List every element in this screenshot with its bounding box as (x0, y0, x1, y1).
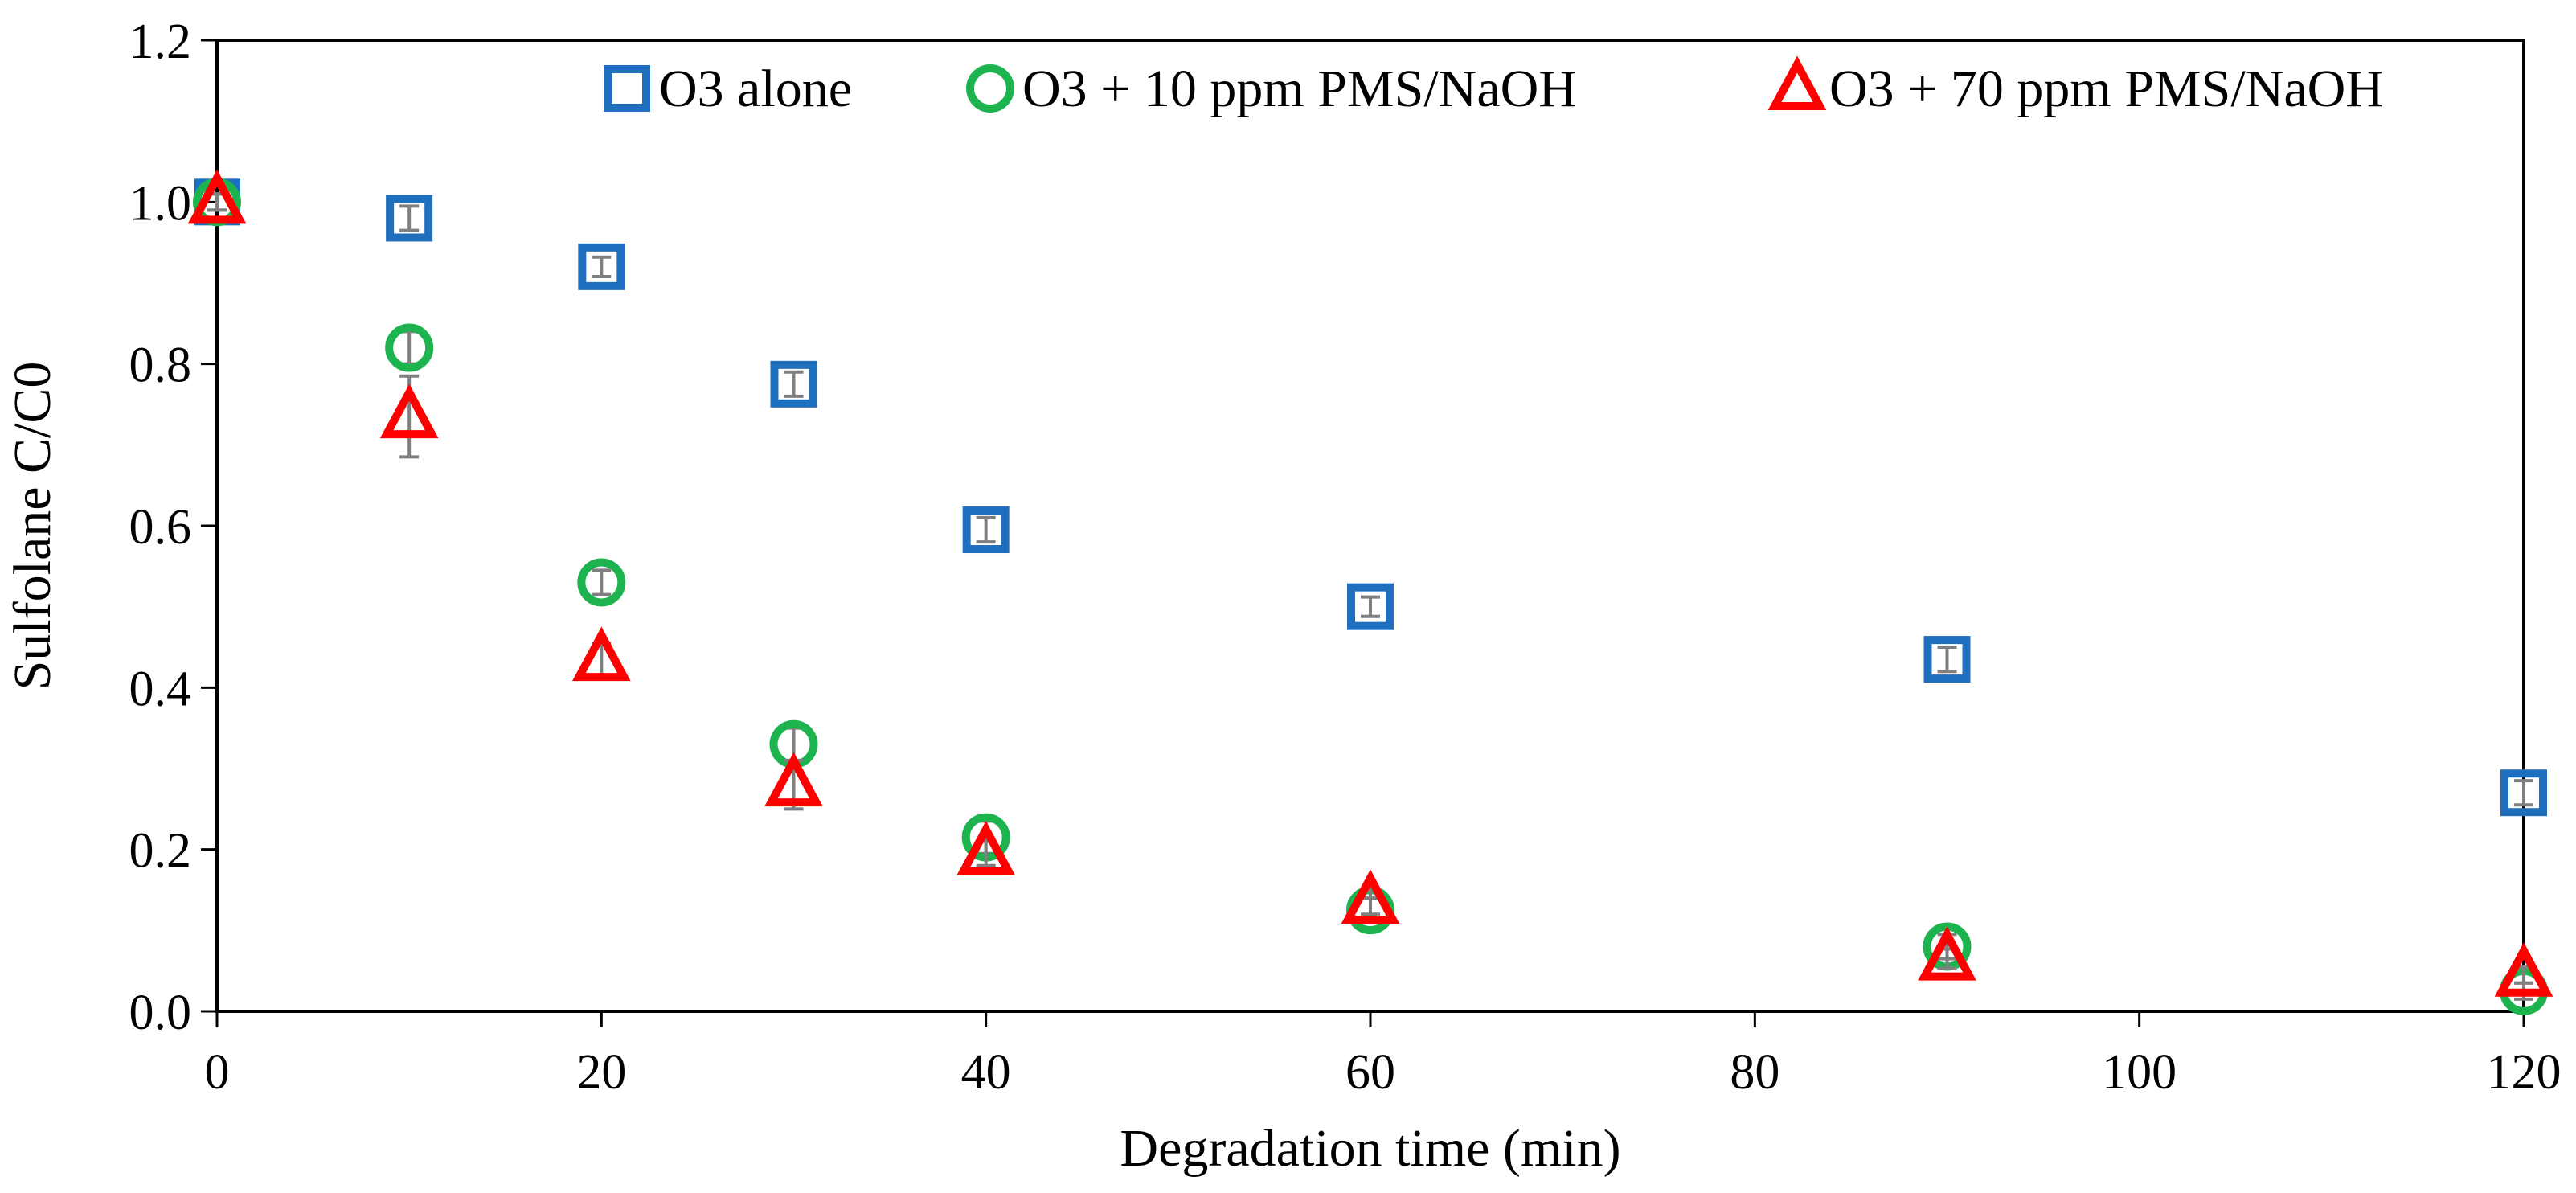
data-point-circle (577, 558, 626, 607)
x-tick-label: 100 (2102, 1045, 2177, 1100)
legend-label: O3 + 70 ppm PMS/NaOH (1829, 59, 2384, 118)
data-point-circle (385, 323, 434, 372)
legend-marker-square (604, 65, 650, 112)
legend-marker-circle (966, 64, 1014, 113)
series-layer (187, 169, 2553, 1015)
data-point-square (578, 243, 625, 290)
legend-marker-triangle (1767, 55, 1827, 110)
data-point-triangle (379, 383, 439, 439)
legend-label: O3 alone (659, 59, 852, 118)
y-tick-label: 1.2 (129, 14, 192, 69)
data-point-square (2500, 769, 2547, 817)
y-axis-title: Sulfolane C/C0 (3, 362, 62, 691)
data-point-square (1923, 636, 1971, 683)
x-axis-ticks: 0 20 40 60 80 100 120 (205, 1011, 2562, 1100)
y-axis-ticks: 0.0 0.2 0.4 0.6 0.8 1.0 1.2 (129, 14, 217, 1040)
data-point-triangle (764, 752, 823, 807)
y-tick-label: 0.4 (129, 662, 192, 716)
x-tick-label: 20 (576, 1045, 626, 1100)
x-axis-title: Degradation time (min) (1120, 1119, 1620, 1178)
data-point-square (770, 360, 817, 408)
data-point-triangle (1341, 869, 1400, 924)
y-tick-label: 1.0 (129, 176, 192, 231)
legend: O3 alone O3 + 10 ppm PMS/NaOH O3 + 70 ppm … (604, 55, 2384, 118)
series-triangle-group (187, 169, 2553, 997)
data-point-square (962, 506, 1010, 554)
x-tick-label: 120 (2487, 1045, 2562, 1100)
data-point-square (386, 195, 433, 242)
x-tick-label: 60 (1345, 1045, 1395, 1100)
y-tick-label: 0.2 (129, 824, 192, 879)
x-tick-label: 0 (205, 1045, 230, 1100)
y-tick-label: 0.6 (129, 500, 192, 555)
data-point-square (1347, 583, 1394, 630)
data-point-triangle (187, 169, 247, 224)
data-point-triangle (571, 626, 631, 682)
data-point-triangle (2494, 942, 2553, 997)
legend-label: O3 + 10 ppm PMS/NaOH (1022, 59, 1577, 118)
y-tick-label: 0.0 (129, 986, 192, 1040)
x-tick-label: 40 (961, 1045, 1011, 1100)
data-point-triangle (956, 821, 1016, 875)
data-point-triangle (1918, 926, 1976, 981)
y-tick-label: 0.8 (129, 338, 192, 393)
x-tick-label: 80 (1730, 1045, 1779, 1100)
